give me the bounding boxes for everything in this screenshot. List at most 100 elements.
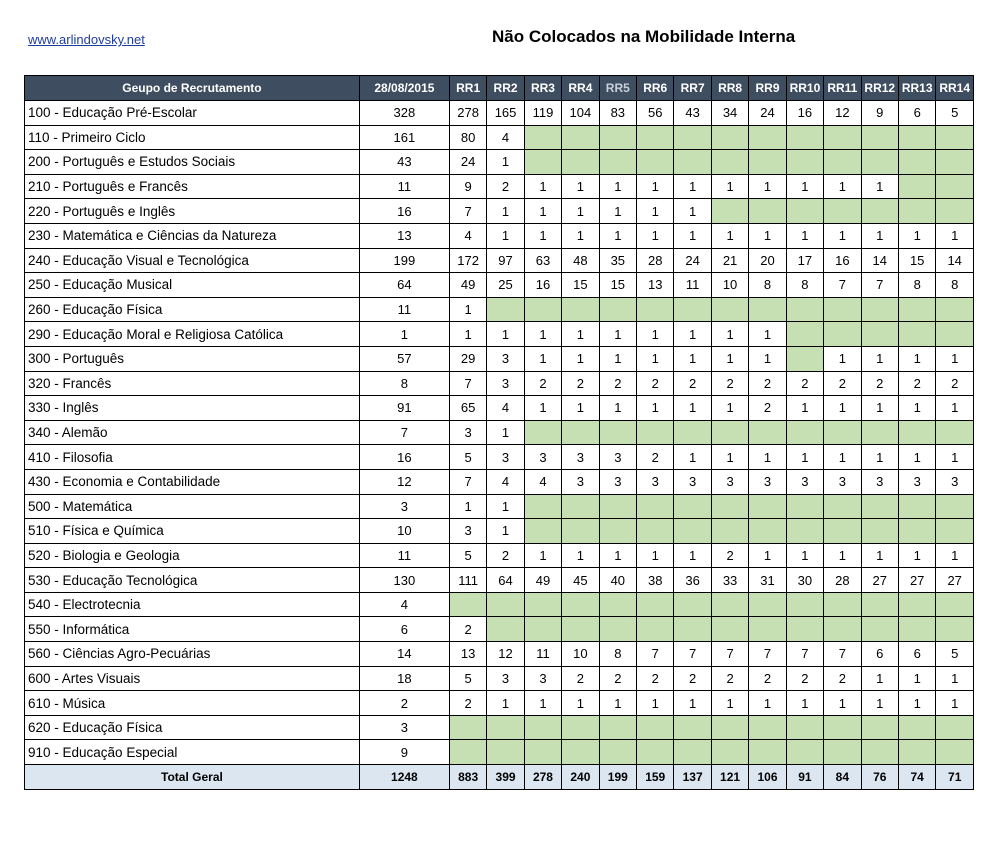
value-cell: 97: [486, 247, 525, 274]
value-cell: 3: [561, 468, 600, 495]
empty-cell: [897, 321, 937, 347]
empty-cell: [748, 616, 787, 643]
empty-cell: [860, 419, 899, 446]
empty-cell: [935, 714, 974, 741]
empty-cell: [897, 714, 937, 741]
value-cell: 1: [935, 222, 974, 249]
value-cell: 6: [897, 100, 937, 126]
value-cell: 1: [897, 690, 937, 716]
empty-cell: [785, 714, 825, 741]
date-cell: 13: [358, 222, 450, 249]
value-cell: 119: [523, 100, 563, 126]
empty-cell: [785, 739, 825, 766]
group-cell: 600 - Artes Visuais: [24, 665, 360, 692]
date-cell: 8: [358, 370, 450, 397]
value-cell: 5: [448, 444, 488, 470]
value-cell: 1: [598, 690, 638, 716]
value-cell: 3: [598, 444, 638, 470]
value-cell: 1: [523, 395, 563, 421]
value-cell: 3: [486, 444, 525, 470]
value-cell: 80: [448, 124, 488, 151]
value-cell: 1: [673, 345, 712, 372]
empty-cell: [486, 714, 525, 741]
date-cell: 4: [358, 591, 450, 618]
empty-cell: [785, 616, 825, 643]
value-cell: 1: [636, 542, 675, 569]
value-cell: 2: [448, 690, 488, 716]
empty-cell: [860, 616, 899, 643]
value-cell: 8: [748, 272, 787, 298]
value-cell: 8: [785, 272, 825, 298]
col-header-rr9: RR9: [748, 75, 787, 101]
empty-cell: [636, 591, 675, 618]
empty-cell: [897, 149, 937, 175]
total-value-cell: 106: [748, 764, 787, 790]
value-cell: 172: [448, 247, 488, 274]
site-link[interactable]: www.arlindovsky.net: [28, 32, 145, 47]
empty-cell: [523, 714, 563, 741]
date-cell: 16: [358, 198, 450, 224]
table-row: 910 - Educação Especial 9: [24, 739, 974, 766]
group-cell: 410 - Filosofia: [24, 444, 360, 470]
value-cell: 2: [748, 665, 787, 692]
table-row: 520 - Biologia e Geologia 11 5 2 1 1 1 1 1 2 1 1 1 1 1…: [24, 542, 974, 569]
value-cell: 1: [823, 444, 862, 470]
value-cell: 14: [860, 247, 899, 274]
total-value-cell: 240: [561, 764, 600, 790]
value-cell: 1: [860, 665, 899, 692]
empty-cell: [823, 616, 862, 643]
value-cell: 7: [785, 641, 825, 667]
col-header-rr1: RR1: [448, 75, 488, 101]
table-row: 550 - Informática 6 2: [24, 616, 974, 643]
value-cell: 1: [710, 345, 750, 372]
value-cell: 1: [523, 321, 563, 347]
value-cell: 1: [561, 321, 600, 347]
value-cell: 1: [673, 542, 712, 569]
date-cell: 3: [358, 714, 450, 741]
value-cell: 1: [486, 690, 525, 716]
empty-cell: [710, 616, 750, 643]
value-cell: 5: [935, 100, 974, 126]
empty-cell: [448, 714, 488, 741]
empty-cell: [748, 419, 787, 446]
group-cell: 610 - Música: [24, 690, 360, 716]
total-value-cell: 71: [935, 764, 974, 790]
col-header-rr8: RR8: [710, 75, 750, 101]
value-cell: 11: [673, 272, 712, 298]
value-cell: 1: [486, 222, 525, 249]
empty-cell: [523, 591, 563, 618]
group-cell: 220 - Português e Inglês: [24, 198, 360, 224]
group-cell: 560 - Ciências Agro-Pecuárias: [24, 641, 360, 667]
value-cell: 2: [710, 370, 750, 397]
value-cell: 27: [897, 567, 937, 593]
value-cell: 1: [561, 345, 600, 372]
empty-cell: [673, 419, 712, 446]
value-cell: 2: [823, 370, 862, 397]
group-cell: 530 - Educação Tecnológica: [24, 567, 360, 593]
empty-cell: [710, 518, 750, 544]
value-cell: 21: [710, 247, 750, 274]
date-cell: 11: [358, 173, 450, 200]
empty-cell: [748, 518, 787, 544]
value-cell: 1: [823, 542, 862, 569]
empty-cell: [561, 493, 600, 520]
empty-cell: [935, 321, 974, 347]
value-cell: 56: [636, 100, 675, 126]
empty-cell: [823, 124, 862, 151]
value-cell: 63: [523, 247, 563, 274]
table-row: 610 - Música 2 2 1 1 1 1 1 1 1 1 1 1 1 1 1: [24, 690, 974, 716]
empty-cell: [523, 124, 563, 151]
table-row: 330 - Inglês 91 65 4 1 1 1 1 1 1 2 1 1 1 1 1: [24, 395, 974, 421]
value-cell: 1: [935, 690, 974, 716]
empty-cell: [523, 739, 563, 766]
value-cell: 1: [897, 395, 937, 421]
empty-cell: [561, 296, 600, 323]
table-row: 620 - Educação Física 3: [24, 714, 974, 741]
value-cell: 12: [486, 641, 525, 667]
date-cell: 130: [358, 567, 450, 593]
value-cell: 3: [561, 444, 600, 470]
table-row: 530 - Educação Tecnológica 130 111 64 49 45 40…: [24, 567, 974, 593]
empty-cell: [598, 616, 638, 643]
empty-cell: [785, 124, 825, 151]
empty-cell: [523, 493, 563, 520]
